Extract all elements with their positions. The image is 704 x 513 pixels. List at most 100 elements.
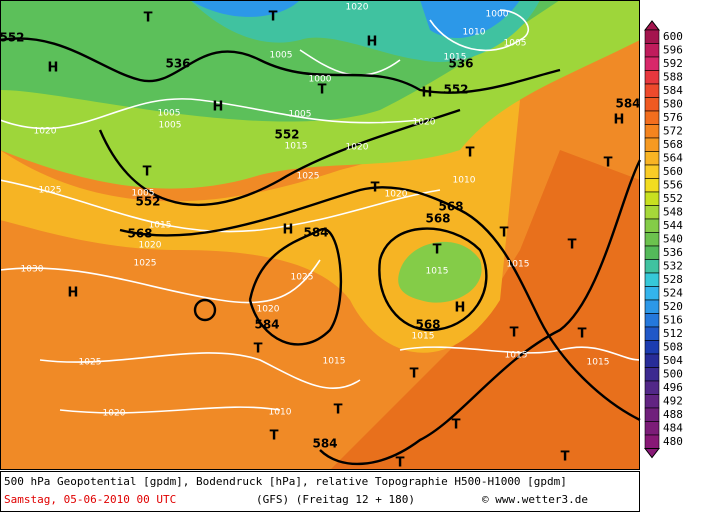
scale-swatch — [644, 299, 660, 314]
contour-label: 552 — [0, 31, 25, 45]
scale-swatch — [644, 421, 660, 436]
contour-label: 1030 — [21, 265, 44, 275]
contour-label: 1005 — [504, 39, 527, 49]
scale-label: 580 — [663, 97, 683, 110]
contour-label: 1020 — [346, 143, 369, 153]
caption-box — [0, 471, 640, 512]
scale-label: 564 — [663, 151, 683, 164]
pressure-center: T — [371, 181, 380, 196]
contour-label: 1020 — [413, 118, 436, 128]
contour-label: 536 — [448, 57, 473, 71]
contour-label: 1020 — [257, 305, 280, 315]
scale-label: 528 — [663, 273, 683, 286]
pressure-center: T — [578, 327, 587, 342]
scale-swatch — [644, 353, 660, 368]
scale-label: 572 — [663, 124, 683, 137]
scale-swatch — [644, 259, 660, 274]
contour-label: 1025 — [134, 259, 157, 269]
contour-label: 1025 — [297, 172, 320, 182]
scale-swatch — [644, 164, 660, 179]
contour-label: 1025 — [39, 186, 62, 196]
pressure-center: T — [254, 342, 263, 357]
contour-label: 552 — [135, 195, 160, 209]
scale-label: 584 — [663, 84, 683, 97]
pressure-center: T — [500, 226, 509, 241]
pressure-center: T — [561, 450, 570, 465]
contour-label: 1015 — [507, 260, 530, 270]
contour-label: 584 — [312, 437, 337, 451]
scale-label: 592 — [663, 57, 683, 70]
pressure-center: T — [270, 429, 279, 444]
scale-label: 560 — [663, 165, 683, 178]
contour-label: 568 — [425, 212, 450, 226]
scale-swatch — [644, 83, 660, 98]
pressure-center: T — [269, 10, 278, 25]
pressure-center: T — [568, 238, 577, 253]
pressure-center: T — [466, 146, 475, 161]
scale-swatch — [644, 434, 660, 449]
contour-label: 1005 — [158, 109, 181, 119]
scale-label: 492 — [663, 394, 683, 407]
scale-swatch — [644, 137, 660, 152]
pressure-center: T — [433, 243, 442, 258]
pressure-center: T — [410, 367, 419, 382]
contour-label: 1000 — [309, 75, 332, 85]
scale-label: 552 — [663, 192, 683, 205]
pressure-center: H — [455, 301, 466, 316]
scale-label: 500 — [663, 367, 683, 380]
scale-swatch — [644, 151, 660, 166]
caption-date: Samstag, 05-06-2010 00 UTC — [4, 493, 176, 506]
scale-label: 540 — [663, 232, 683, 245]
scale-swatch — [644, 380, 660, 395]
scale-label: 496 — [663, 381, 683, 394]
contour-label: 568 — [415, 318, 440, 332]
contour-label: 536 — [165, 57, 190, 71]
scale-swatch — [644, 205, 660, 220]
scale-swatch — [644, 56, 660, 71]
scale-label: 508 — [663, 340, 683, 353]
caption-credit: © www.wetter3.de — [482, 493, 588, 506]
contour-label: 584 — [615, 97, 640, 111]
scale-label: 524 — [663, 286, 683, 299]
pressure-center: T — [334, 403, 343, 418]
contour-label: 1015 — [444, 53, 467, 63]
pressure-center: T — [396, 456, 405, 471]
scale-swatch — [644, 313, 660, 328]
pressure-center: H — [283, 223, 294, 238]
pressure-center: T — [510, 326, 519, 341]
scale-swatch — [644, 367, 660, 382]
scale-swatch — [644, 245, 660, 260]
contour-label: 1010 — [269, 408, 292, 418]
contour-label: 552 — [274, 128, 299, 142]
scale-swatch — [644, 29, 660, 44]
scale-swatch — [644, 43, 660, 58]
scale-swatch — [644, 407, 660, 422]
pressure-center: H — [367, 35, 378, 50]
scale-swatch — [644, 340, 660, 355]
scale-label: 548 — [663, 205, 683, 218]
warm-region — [300, 150, 640, 470]
scale-swatch — [644, 326, 660, 341]
isobars — [0, 9, 641, 414]
contour-label: 1005 — [289, 110, 312, 120]
pressure-center: T — [144, 11, 153, 26]
scale-swatch — [644, 110, 660, 125]
scale-label: 532 — [663, 259, 683, 272]
contour-label: 1025 — [79, 358, 102, 368]
scale-swatch — [644, 70, 660, 85]
scale-label: 544 — [663, 219, 683, 232]
scale-arrow-bottom — [643, 448, 661, 459]
contour-label: 568 — [127, 227, 152, 241]
pressure-center: T — [452, 418, 461, 433]
contour-label: 1025 — [291, 273, 314, 283]
scale-swatch — [644, 394, 660, 409]
caption-line: 500 hPa Geopotential [gpdm], Bodendruck … — [4, 475, 567, 488]
scale-swatch — [644, 286, 660, 301]
contour-label: 1015 — [426, 267, 449, 277]
yellow-region — [0, 100, 520, 353]
scale-label: 480 — [663, 435, 683, 448]
height-contours — [0, 37, 642, 466]
caption-model: (GFS) (Freitag 12 + 180) — [256, 493, 415, 506]
pressure-center: H — [68, 286, 79, 301]
